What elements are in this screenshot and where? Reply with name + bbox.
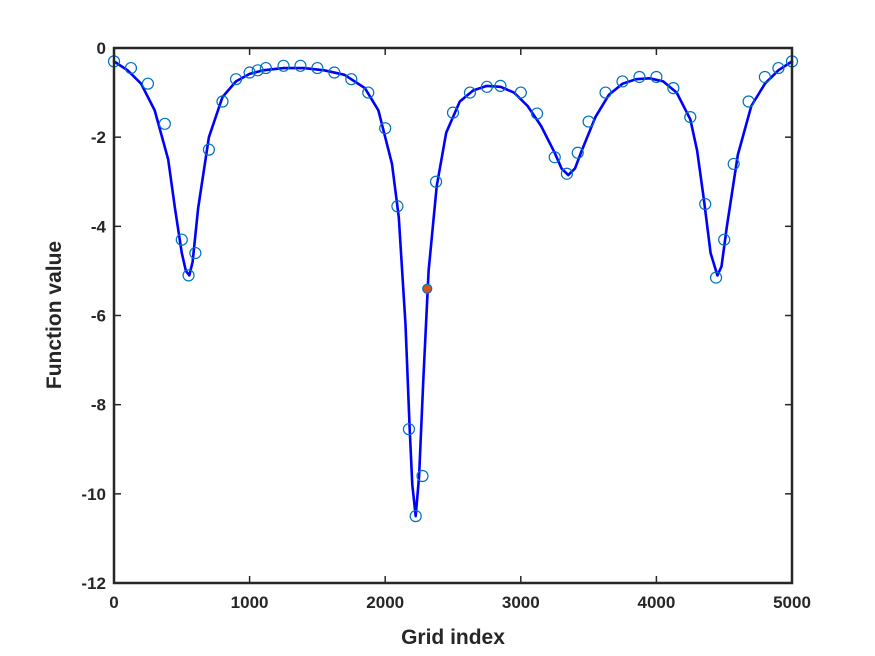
y-tick-label: -12 [81, 574, 106, 593]
data-point-marker [718, 233, 731, 246]
y-tick-label: 0 [97, 39, 106, 58]
data-point-marker [480, 80, 493, 93]
data-point-marker [684, 111, 697, 124]
data-point-marker [633, 70, 646, 84]
data-point-marker [402, 423, 416, 436]
plot-area [107, 55, 799, 523]
x-tick-label: 1000 [231, 593, 269, 612]
data-point-marker [158, 117, 171, 130]
axes-box [112, 46, 794, 585]
data-point-marker [742, 95, 755, 108]
data-point-marker [727, 157, 740, 171]
data-point-marker [650, 70, 663, 84]
data-point-marker [571, 146, 584, 159]
data-point-marker [699, 197, 712, 211]
data-point-marker [202, 143, 216, 156]
data-point-marker [345, 73, 358, 86]
data-point-marker [175, 233, 188, 246]
data-point-marker [124, 61, 138, 75]
data-point-marker [560, 167, 574, 180]
data-point-marker [530, 107, 544, 120]
x-tick-label: 3000 [502, 593, 540, 612]
data-point-marker [446, 106, 460, 119]
highlighted-point [422, 283, 433, 294]
y-tick-label: -10 [81, 485, 106, 504]
data-point-marker [582, 115, 595, 128]
x-tick-label: 5000 [773, 593, 811, 612]
data-point-marker [277, 59, 290, 72]
data-point-marker [772, 61, 785, 75]
data-point-marker [182, 269, 195, 282]
data-point-marker [328, 66, 341, 79]
data-point-marker [362, 86, 375, 99]
data-point-marker [667, 82, 680, 95]
data-point-marker [141, 77, 154, 90]
x-axis-label: Grid index [401, 626, 505, 649]
x-tick-label: 4000 [637, 593, 675, 612]
data-point-marker [189, 246, 202, 260]
data-point-marker [514, 86, 527, 99]
data-point-marker [311, 61, 324, 75]
y-tick-label: -4 [91, 217, 107, 236]
data-point-marker [416, 469, 429, 483]
data-point-marker [216, 95, 229, 108]
data-point-marker [494, 79, 507, 92]
x-tick-label: 0 [109, 593, 118, 612]
data-point-marker [259, 61, 272, 75]
x-tick-label: 2000 [366, 593, 404, 612]
data-point-marker [409, 510, 422, 523]
data-point-marker [294, 59, 307, 72]
y-tick-label: -8 [91, 396, 106, 415]
data-point-marker [616, 75, 629, 88]
data-point-marker [429, 175, 443, 188]
data-point-marker [463, 86, 477, 99]
y-tick-label: -6 [91, 307, 106, 326]
data-point-marker [251, 64, 264, 77]
data-point-marker [599, 86, 612, 99]
data-point-marker [758, 70, 771, 84]
data-point-marker [548, 151, 561, 164]
data-point-marker [391, 200, 404, 213]
y-tick-label: -2 [91, 128, 106, 147]
data-point-marker [229, 73, 243, 86]
y-axis-label: Function value [43, 241, 66, 389]
series-line [112, 60, 794, 518]
data-point-marker [379, 122, 392, 135]
data-point-marker [243, 66, 256, 79]
data-point-marker [709, 271, 723, 284]
